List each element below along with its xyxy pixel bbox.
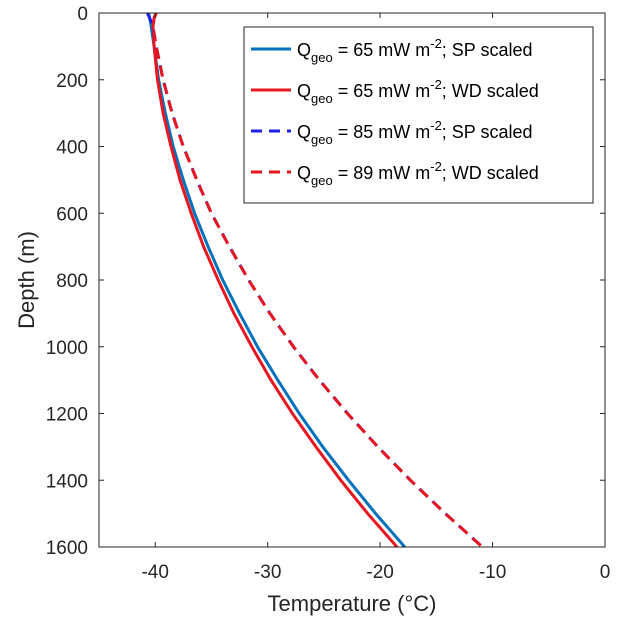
legend-text-mid: = 65 mW m	[333, 40, 431, 60]
legend-text-pre: Q	[297, 40, 311, 60]
legend-text-post: ; SP scaled	[442, 122, 533, 142]
series-line-2	[151, 12, 399, 548]
legend-text-pre: Q	[297, 163, 311, 183]
y-tick-label: 0	[77, 4, 88, 25]
y-tick-label: 1600	[46, 538, 88, 559]
x-tick-label: -40	[141, 562, 168, 583]
y-tick-label: 200	[56, 71, 88, 92]
x-tick-label: -20	[366, 562, 393, 583]
legend-text-sub: geo	[311, 50, 333, 65]
legend-entry-4: Qgeo = 89 mW m-2; WD scaled	[297, 159, 539, 188]
legend-text-post: ; SP scaled	[442, 40, 533, 60]
series-layer	[146, 12, 484, 549]
y-axis-label: Depth (m)	[14, 231, 39, 329]
legend-text-mid: = 65 mW m	[333, 81, 431, 101]
y-tick-label: 600	[56, 204, 88, 225]
legend-text-pre: Q	[297, 122, 311, 142]
legend-text-sup: -2	[430, 159, 442, 174]
legend-text-post: ; WD scaled	[442, 81, 539, 101]
legend-entry-3: Qgeo = 85 mW m-2; SP scaled	[297, 118, 533, 147]
y-tick-label: 1400	[46, 471, 88, 492]
legend-box	[243, 26, 594, 204]
x-tick-label: 0	[600, 562, 611, 583]
legend-text-mid: = 85 mW m	[333, 122, 431, 142]
x-axis-label: Temperature (°C)	[268, 591, 437, 616]
y-tick-label: 400	[56, 138, 88, 159]
legend-text-post: ; WD scaled	[442, 163, 539, 183]
legend-text-mid: = 89 mW m	[333, 163, 431, 183]
legend-text-sup: -2	[430, 36, 442, 51]
plot-frame	[98, 12, 606, 548]
legend-text-pre: Q	[297, 81, 311, 101]
legend-entry-2: Qgeo = 65 mW m-2; WD scaled	[297, 77, 539, 106]
legend-entry-1: Qgeo = 65 mW m-2; SP scaled	[297, 36, 533, 65]
y-tick-label: 1200	[46, 405, 88, 426]
legend-text-sub: geo	[311, 132, 333, 147]
y-tick-label: 1000	[46, 338, 88, 359]
legend-text-sub: geo	[311, 173, 333, 188]
legend-text-sub: geo	[311, 91, 333, 106]
legend-text-sup: -2	[430, 77, 442, 92]
legend-text-sup: -2	[430, 118, 442, 133]
y-tick-label: 800	[56, 271, 88, 292]
x-tick-label: -30	[254, 562, 281, 583]
x-tick-label: -10	[479, 562, 506, 583]
